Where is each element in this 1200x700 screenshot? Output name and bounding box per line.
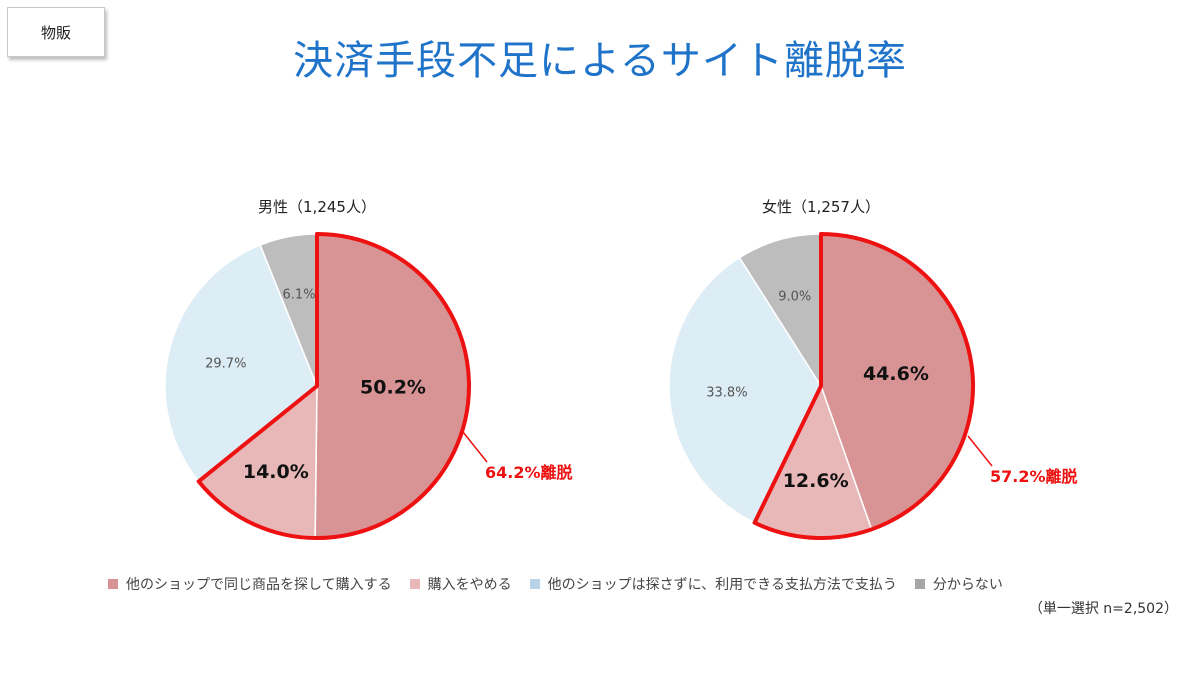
slice-value-label: 9.0% [778, 290, 811, 305]
pie-slice [164, 244, 318, 483]
slice-value-label: 6.1% [283, 287, 316, 302]
sample-note: （単一選択 n=2,502） [1028, 601, 1178, 617]
callout-leader [462, 431, 488, 463]
legend-item: 購入をやめる [409, 574, 512, 594]
callout-leader [967, 435, 993, 467]
legend-item: 他のショップで同じ商品を探して購入する [108, 574, 392, 594]
legend-swatch [108, 579, 118, 589]
category-tag: 物販 [7, 7, 105, 57]
highlight-outline [752, 232, 975, 540]
pie-title: 男性（1,245人） [258, 198, 376, 216]
slice-value-label: 50.2% [360, 376, 426, 398]
page-title: 決済手段不足によるサイト離脱率 [293, 38, 907, 84]
slice-value-label: 14.0% [243, 461, 309, 483]
legend-swatch [529, 579, 540, 589]
callout-label: 64.2%離脱 [485, 463, 573, 482]
slice-value-label: 33.8% [706, 385, 747, 400]
legend-label: 他のショップで同じ商品を探して購入する [126, 577, 392, 593]
legend-item: 他のショップは探さずに、利用できる支払方法で支払う [529, 574, 897, 594]
highlight-outline [196, 232, 471, 540]
legend-label: 分からない [932, 577, 1003, 593]
slice-value-label: 12.6% [783, 470, 849, 492]
slice-value-label: 29.7% [205, 356, 246, 371]
chart-legend: 他のショップで同じ商品を探して購入する 購入をやめる 他のショップは探さずに、利用で… [108, 574, 1108, 594]
pie-slice [668, 256, 822, 524]
legend-label: 他のショップは探さずに、利用できる支払方法で支払う [547, 577, 897, 593]
legend-swatch [409, 579, 420, 589]
pie-title: 女性（1,257人） [762, 198, 880, 216]
legend-swatch [914, 579, 925, 589]
slice-value-label: 44.6% [863, 363, 929, 385]
legend-label: 購入をやめる [427, 577, 512, 593]
callout-label: 57.2%離脱 [990, 467, 1078, 486]
legend-item: 分からない [914, 574, 1003, 594]
